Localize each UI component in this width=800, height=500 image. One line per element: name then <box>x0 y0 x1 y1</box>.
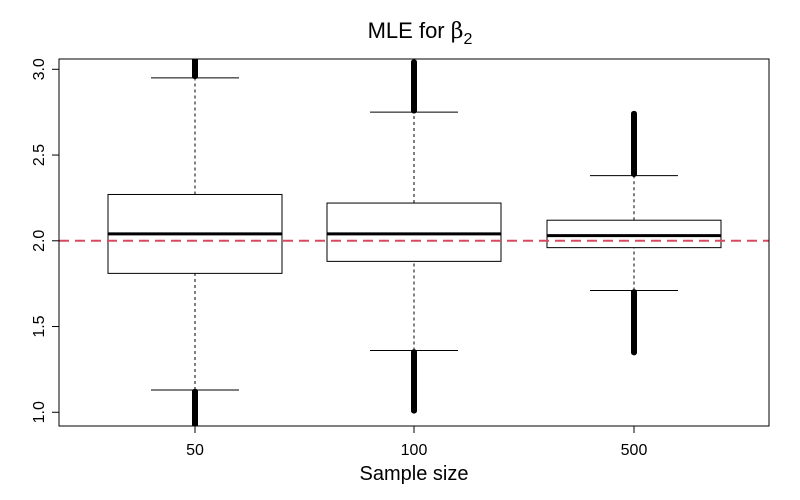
outlier-point <box>631 349 637 356</box>
box-50 <box>107 59 283 426</box>
outlier-point <box>411 107 417 114</box>
y-tick-label: 3.0 <box>31 58 48 80</box>
x-axis-label: Sample size <box>360 463 469 485</box>
box-500 <box>546 110 722 356</box>
y-tick-label: 2.5 <box>31 144 48 166</box>
outlier-point <box>631 110 637 117</box>
y-tick-label: 1.0 <box>31 401 48 423</box>
chart-title-main: MLE for <box>368 18 451 43</box>
x-tick-label: 500 <box>621 442 648 459</box>
outlier-point <box>631 289 637 296</box>
box-100 <box>326 59 502 414</box>
outlier-point <box>411 59 417 66</box>
iqr-box <box>546 219 722 249</box>
chart-title-symbol: β <box>451 19 464 44</box>
x-tick-label: 100 <box>401 442 428 459</box>
outlier-point <box>411 349 417 356</box>
y-axis: 1.0 1.5 2.0 2.5 3.0 <box>31 58 60 423</box>
y-tick-label: 1.5 <box>31 315 48 337</box>
chart-title-subscript: 2 <box>463 31 472 48</box>
x-axis: 50 100 500 <box>186 425 648 459</box>
y-tick-label: 2.0 <box>31 230 48 252</box>
outlier-point <box>192 59 198 62</box>
outlier-point <box>411 407 417 414</box>
plot-content <box>107 59 722 426</box>
plot-area <box>59 59 769 426</box>
chart-title: MLE for β2 <box>368 18 473 48</box>
outlier-point <box>192 388 198 395</box>
outlier-point <box>192 73 198 80</box>
outlier-point <box>192 421 198 426</box>
outlier-point <box>631 170 637 177</box>
x-tick-label: 50 <box>186 442 204 459</box>
iqr-box <box>326 202 502 262</box>
